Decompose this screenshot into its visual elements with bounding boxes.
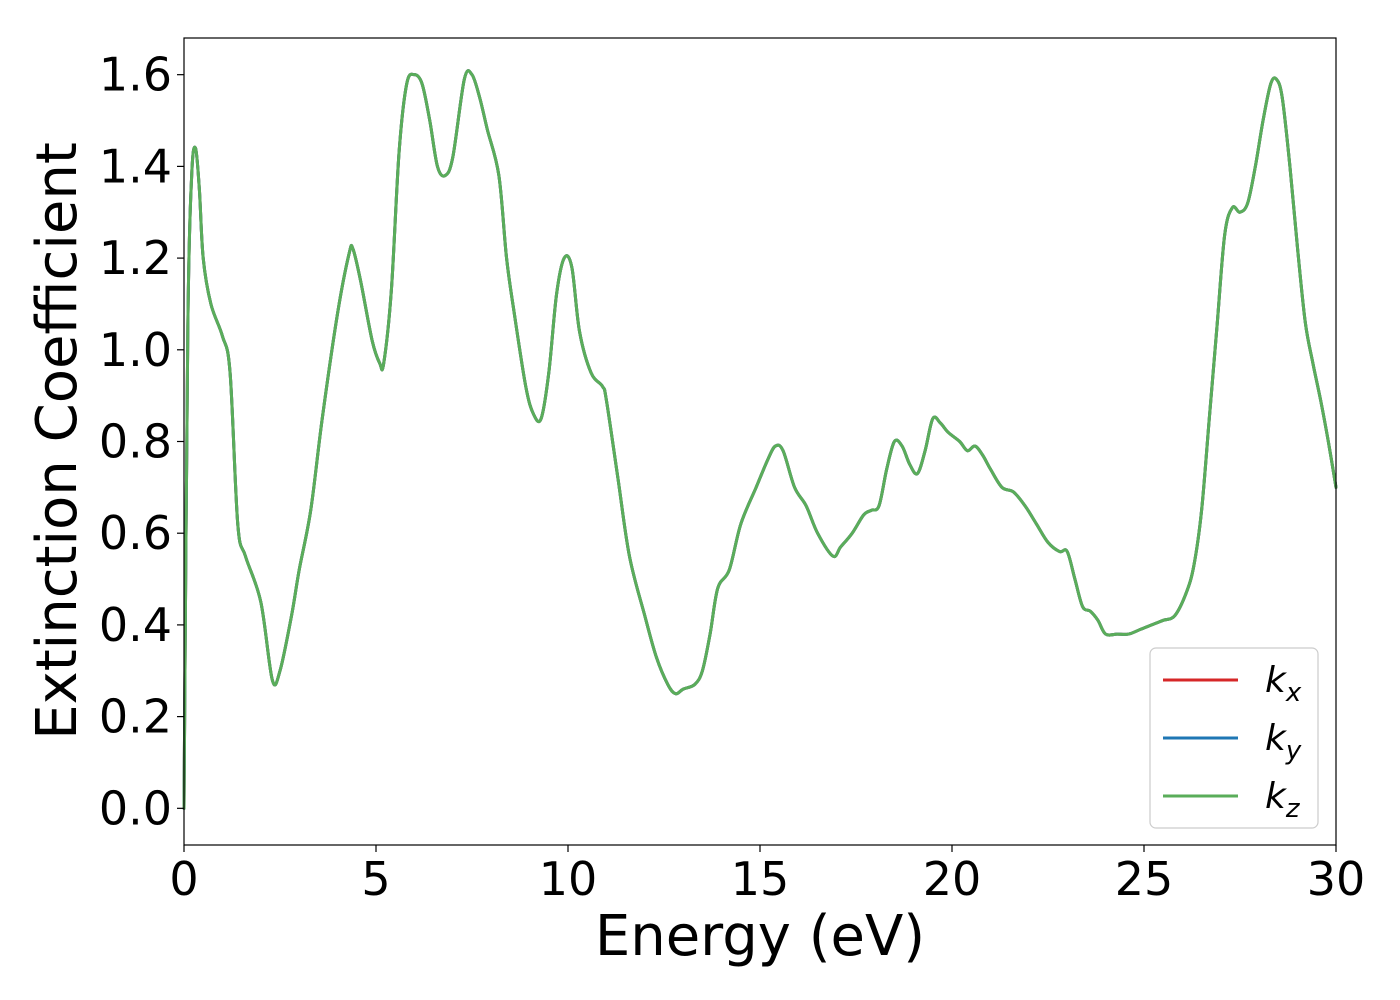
y-tick-label: 0.4 [99,598,172,652]
y-tick-label: 0.2 [99,690,172,744]
x-axis-title: Energy (eV) [595,904,925,969]
y-tick-label: 1.4 [99,139,172,193]
x-tick-label: 15 [731,852,790,906]
legend-label-base: k [1265,660,1288,701]
y-tick-label: 0.8 [99,415,172,469]
y-axis-ticks: 0.0 0.2 0.4 0.6 0.8 1.0 1.2 1.4 1.6 [99,48,184,835]
x-tick-label: 0 [169,852,198,906]
legend-label-x: kx [1265,660,1302,708]
y-tick-label: 1.6 [99,48,172,102]
x-tick-label: 25 [1115,852,1174,906]
legend-label-subscript: x [1285,678,1302,708]
legend-label-subscript: z [1285,794,1301,824]
legend-label-z: kz [1265,776,1301,824]
y-tick-label: 0.6 [99,506,172,560]
x-tick-label: 30 [1307,852,1366,906]
legend-label-base: k [1265,718,1288,759]
x-tick-label: 5 [361,852,390,906]
y-tick-label: 1.2 [99,231,172,285]
x-tick-label: 10 [539,852,598,906]
series-line-z [182,69,1338,810]
y-tick-label: 0.0 [99,781,172,835]
y-tick-label: 1.0 [99,323,172,377]
legend-label-base: k [1265,776,1288,817]
y-axis-title: Extinction Coefficient [25,142,90,740]
x-axis-ticks: 0 5 10 15 20 25 30 [169,845,1365,906]
series-layer [182,69,1338,810]
x-tick-label: 20 [923,852,982,906]
legend-label-subscript: y [1285,736,1302,766]
legend-label-y: ky [1265,718,1302,766]
